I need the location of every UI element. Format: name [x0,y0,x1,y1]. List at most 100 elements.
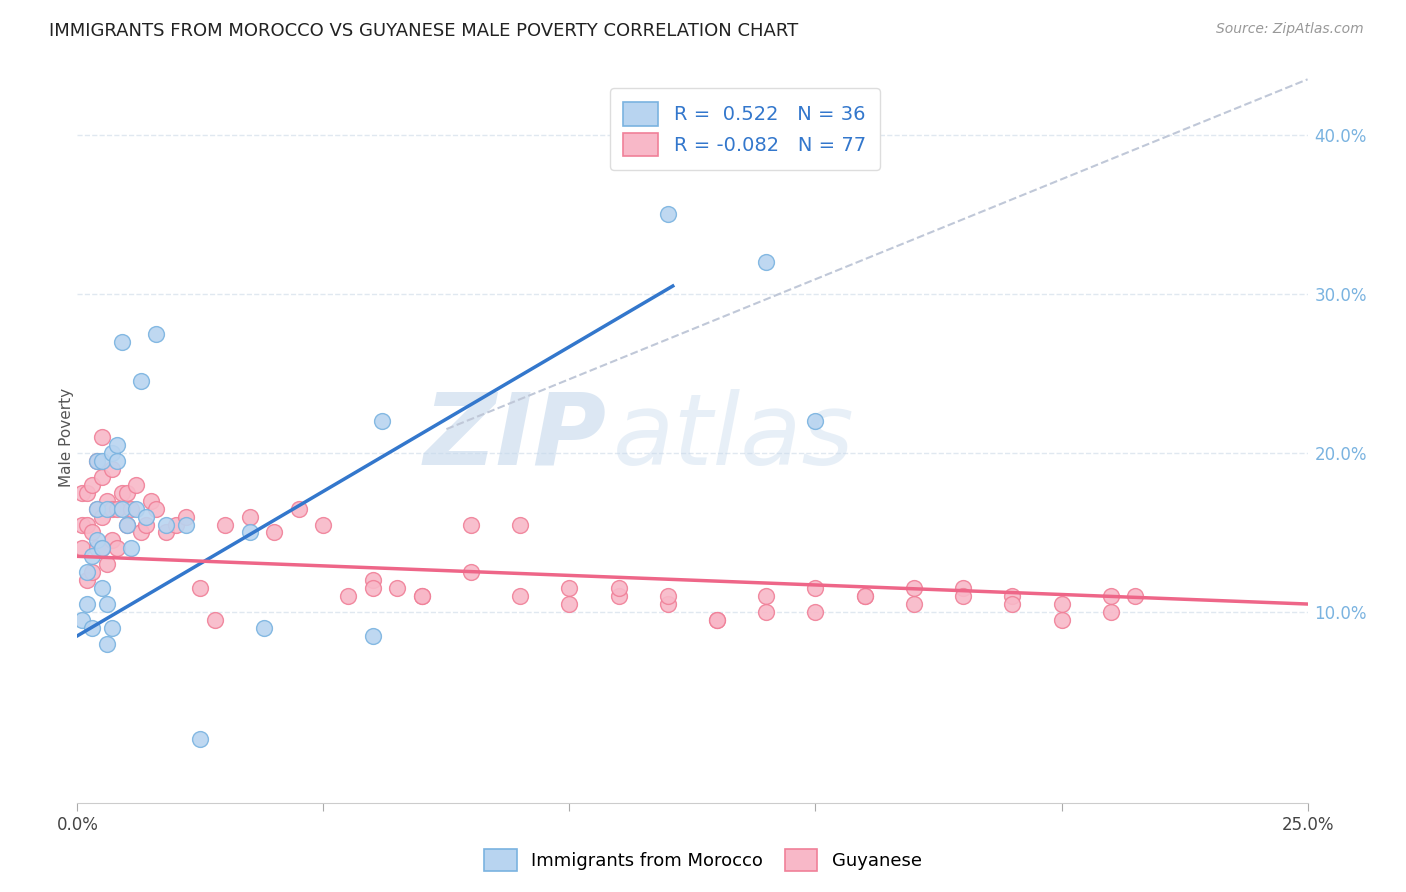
Point [204,613,226,627]
Point [90,581,114,595]
Point [263,525,285,540]
Point [253,621,276,635]
Text: atlas: atlas [613,389,853,485]
Point [90,454,114,468]
Point [558,581,581,595]
Point [174,509,197,524]
Point [657,207,679,221]
Point [657,597,679,611]
Point [411,589,433,603]
Point [121,501,143,516]
Point [82,525,104,540]
Point [82,477,104,491]
Point [96,597,118,611]
Point [1099,589,1122,603]
Point [76,517,98,532]
Point [111,485,132,500]
Point [853,589,876,603]
Point [90,541,114,556]
Point [460,517,482,532]
Y-axis label: Male Poverty: Male Poverty [59,387,73,487]
Point [105,438,128,452]
Point [90,541,114,556]
Point [1050,597,1073,611]
Point [155,525,177,540]
Point [135,509,157,524]
Point [387,581,409,595]
Point [111,334,132,349]
Point [86,541,108,556]
Point [76,573,98,587]
Point [361,581,384,595]
Point [121,541,143,556]
Point [755,605,778,619]
Point [101,621,124,635]
Point [96,558,118,572]
Point [460,566,482,580]
Point [190,732,212,747]
Point [952,581,974,595]
Point [371,414,394,428]
Point [70,541,93,556]
Point [657,589,679,603]
Point [1050,613,1073,627]
Point [70,517,93,532]
Point [86,501,108,516]
Point [706,613,728,627]
Point [1125,589,1147,603]
Point [558,597,581,611]
Point [141,493,163,508]
Point [755,255,778,269]
Point [105,454,128,468]
Point [86,454,108,468]
Point [607,589,630,603]
Point [115,517,138,532]
Point [70,485,93,500]
Point [190,581,212,595]
Point [115,485,138,500]
Legend: R =  0.522   N = 36, R = -0.082   N = 77: R = 0.522 N = 36, R = -0.082 N = 77 [610,88,880,169]
Point [82,566,104,580]
Point [361,573,384,587]
Point [804,605,827,619]
Point [509,589,531,603]
Point [288,501,311,516]
Point [76,597,98,611]
Point [174,517,197,532]
Point [101,501,124,516]
Point [82,621,104,635]
Point [903,597,925,611]
Point [76,485,98,500]
Point [1001,597,1024,611]
Point [82,549,104,564]
Point [90,430,114,444]
Point [411,589,433,603]
Point [155,517,177,532]
Point [76,566,98,580]
Point [96,637,118,651]
Point [86,454,108,468]
Point [952,589,974,603]
Text: Source: ZipAtlas.com: Source: ZipAtlas.com [1216,22,1364,37]
Point [90,509,114,524]
Point [101,462,124,476]
Point [804,414,827,428]
Point [1099,605,1122,619]
Point [96,501,118,516]
Point [131,525,153,540]
Point [90,470,114,484]
Legend: Immigrants from Morocco, Guyanese: Immigrants from Morocco, Guyanese [477,842,929,879]
Point [86,501,108,516]
Point [903,581,925,595]
Point [607,581,630,595]
Point [804,581,827,595]
Text: ZIP: ZIP [423,389,606,485]
Point [337,589,360,603]
Point [509,517,531,532]
Point [1001,589,1024,603]
Text: IMMIGRANTS FROM MOROCCO VS GUYANESE MALE POVERTY CORRELATION CHART: IMMIGRANTS FROM MOROCCO VS GUYANESE MALE… [49,22,799,40]
Point [239,525,262,540]
Point [312,517,335,532]
Point [853,589,876,603]
Point [135,517,157,532]
